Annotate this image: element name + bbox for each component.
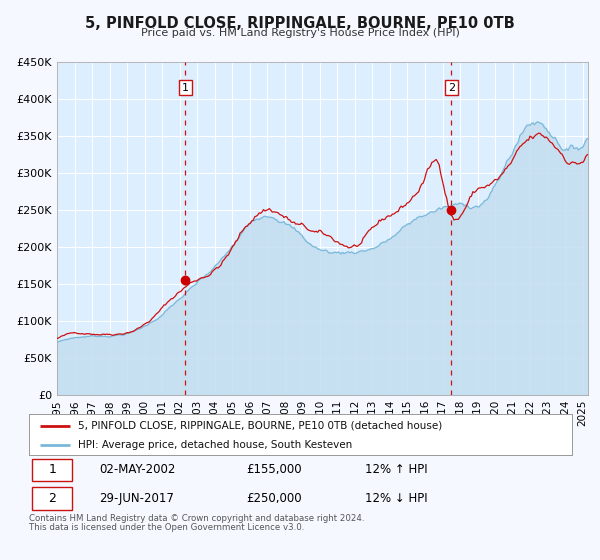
Text: 1: 1 bbox=[182, 82, 189, 92]
Text: 2: 2 bbox=[448, 82, 455, 92]
Text: Price paid vs. HM Land Registry's House Price Index (HPI): Price paid vs. HM Land Registry's House … bbox=[140, 28, 460, 38]
FancyBboxPatch shape bbox=[32, 459, 72, 481]
Text: HPI: Average price, detached house, South Kesteven: HPI: Average price, detached house, Sout… bbox=[77, 440, 352, 450]
Text: 02-MAY-2002: 02-MAY-2002 bbox=[100, 464, 176, 477]
Text: 12% ↑ HPI: 12% ↑ HPI bbox=[365, 464, 428, 477]
Text: 2: 2 bbox=[48, 492, 56, 505]
Text: This data is licensed under the Open Government Licence v3.0.: This data is licensed under the Open Gov… bbox=[29, 523, 304, 532]
Text: 29-JUN-2017: 29-JUN-2017 bbox=[100, 492, 174, 505]
Text: 5, PINFOLD CLOSE, RIPPINGALE, BOURNE, PE10 0TB (detached house): 5, PINFOLD CLOSE, RIPPINGALE, BOURNE, PE… bbox=[77, 421, 442, 431]
Text: Contains HM Land Registry data © Crown copyright and database right 2024.: Contains HM Land Registry data © Crown c… bbox=[29, 514, 364, 522]
FancyBboxPatch shape bbox=[32, 487, 72, 510]
Text: 5, PINFOLD CLOSE, RIPPINGALE, BOURNE, PE10 0TB: 5, PINFOLD CLOSE, RIPPINGALE, BOURNE, PE… bbox=[85, 16, 515, 31]
Text: 1: 1 bbox=[48, 464, 56, 477]
Text: 12% ↓ HPI: 12% ↓ HPI bbox=[365, 492, 428, 505]
Text: £250,000: £250,000 bbox=[246, 492, 302, 505]
Text: £155,000: £155,000 bbox=[246, 464, 302, 477]
